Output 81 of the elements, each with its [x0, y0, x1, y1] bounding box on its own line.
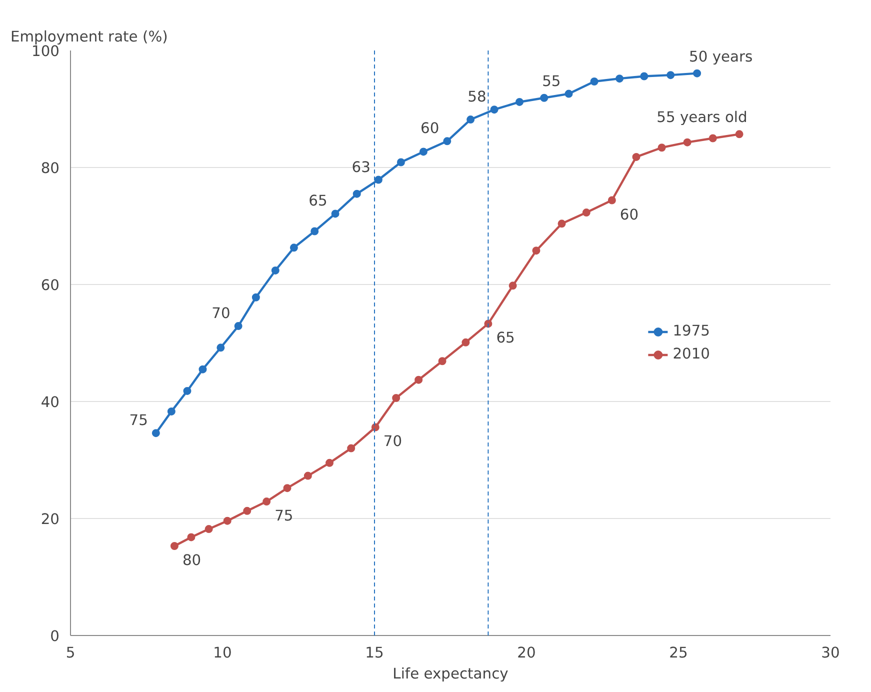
annotation: 58: [468, 88, 486, 106]
point: [371, 423, 380, 432]
y-tick-label: 100: [32, 43, 60, 60]
y-axis-title: Employment rate (%): [10, 28, 168, 46]
annotation: 65: [496, 330, 515, 347]
point: [508, 282, 517, 290]
point: [183, 386, 192, 395]
point: [310, 227, 319, 236]
point: [304, 472, 312, 480]
annotation: 60: [420, 120, 440, 138]
y-tick-label: 20: [40, 511, 60, 528]
point: [632, 152, 640, 161]
point: [262, 498, 271, 506]
point: [558, 220, 566, 228]
point: [243, 506, 252, 515]
point: [616, 74, 624, 83]
point: [216, 344, 225, 352]
annotation: 75: [129, 412, 148, 430]
legend-label: 2010: [672, 346, 710, 362]
annotation: 50 years: [689, 48, 753, 66]
point: [683, 138, 692, 146]
x-tick-label: 25: [669, 644, 688, 662]
x-tick-label: 5: [66, 644, 76, 662]
point: [466, 116, 475, 124]
y-tick-label: 80: [40, 160, 60, 177]
point: [443, 137, 452, 146]
point: [290, 244, 298, 252]
annotation: 70: [383, 433, 402, 450]
point: [693, 69, 702, 78]
point: [658, 144, 666, 152]
point: [419, 148, 428, 156]
point: [540, 94, 548, 102]
point: [234, 322, 242, 330]
point: [640, 72, 648, 80]
point: [204, 525, 213, 534]
point: [532, 246, 540, 255]
point: [374, 176, 382, 184]
point: [331, 210, 340, 218]
point: [271, 266, 280, 274]
point: [438, 357, 446, 366]
point: [564, 90, 573, 98]
point: [582, 208, 590, 217]
point: [326, 458, 334, 467]
point: [347, 444, 356, 452]
point: [170, 542, 178, 550]
annotation: 55 years old: [656, 109, 748, 126]
point: [392, 394, 400, 402]
x-tick-label: 30: [821, 644, 840, 662]
point: [490, 106, 498, 114]
point: [396, 158, 405, 166]
point: [462, 338, 470, 346]
point: [516, 98, 524, 106]
point: [708, 134, 717, 142]
point: [167, 407, 176, 416]
point: [223, 516, 232, 525]
annotation: 63: [352, 158, 370, 176]
point: [590, 78, 598, 86]
y-tick-label: 60: [40, 277, 60, 294]
point: [198, 365, 207, 374]
annotation: 60: [620, 206, 639, 224]
x-tick-label: 15: [365, 644, 384, 662]
legend-label: 1975: [672, 322, 710, 340]
point: [252, 293, 260, 302]
point: [283, 484, 292, 492]
annotation: 70: [212, 305, 230, 322]
point: [735, 130, 744, 138]
point: [352, 190, 361, 198]
point: [187, 533, 196, 542]
y-tick-label: 40: [40, 394, 60, 411]
point: [666, 71, 675, 80]
x-tick-label: 10: [213, 644, 232, 662]
annotation: 55: [542, 72, 561, 90]
point: [152, 429, 160, 438]
annotation: 75: [274, 508, 294, 525]
point: [414, 376, 423, 384]
x-tick-label: 20: [517, 644, 536, 662]
point: [608, 196, 616, 204]
x-axis-title: Life expectancy: [392, 666, 509, 682]
annotation: 65: [308, 192, 328, 210]
y-tick-label: 0: [50, 628, 60, 645]
annotation: 80: [182, 552, 202, 569]
